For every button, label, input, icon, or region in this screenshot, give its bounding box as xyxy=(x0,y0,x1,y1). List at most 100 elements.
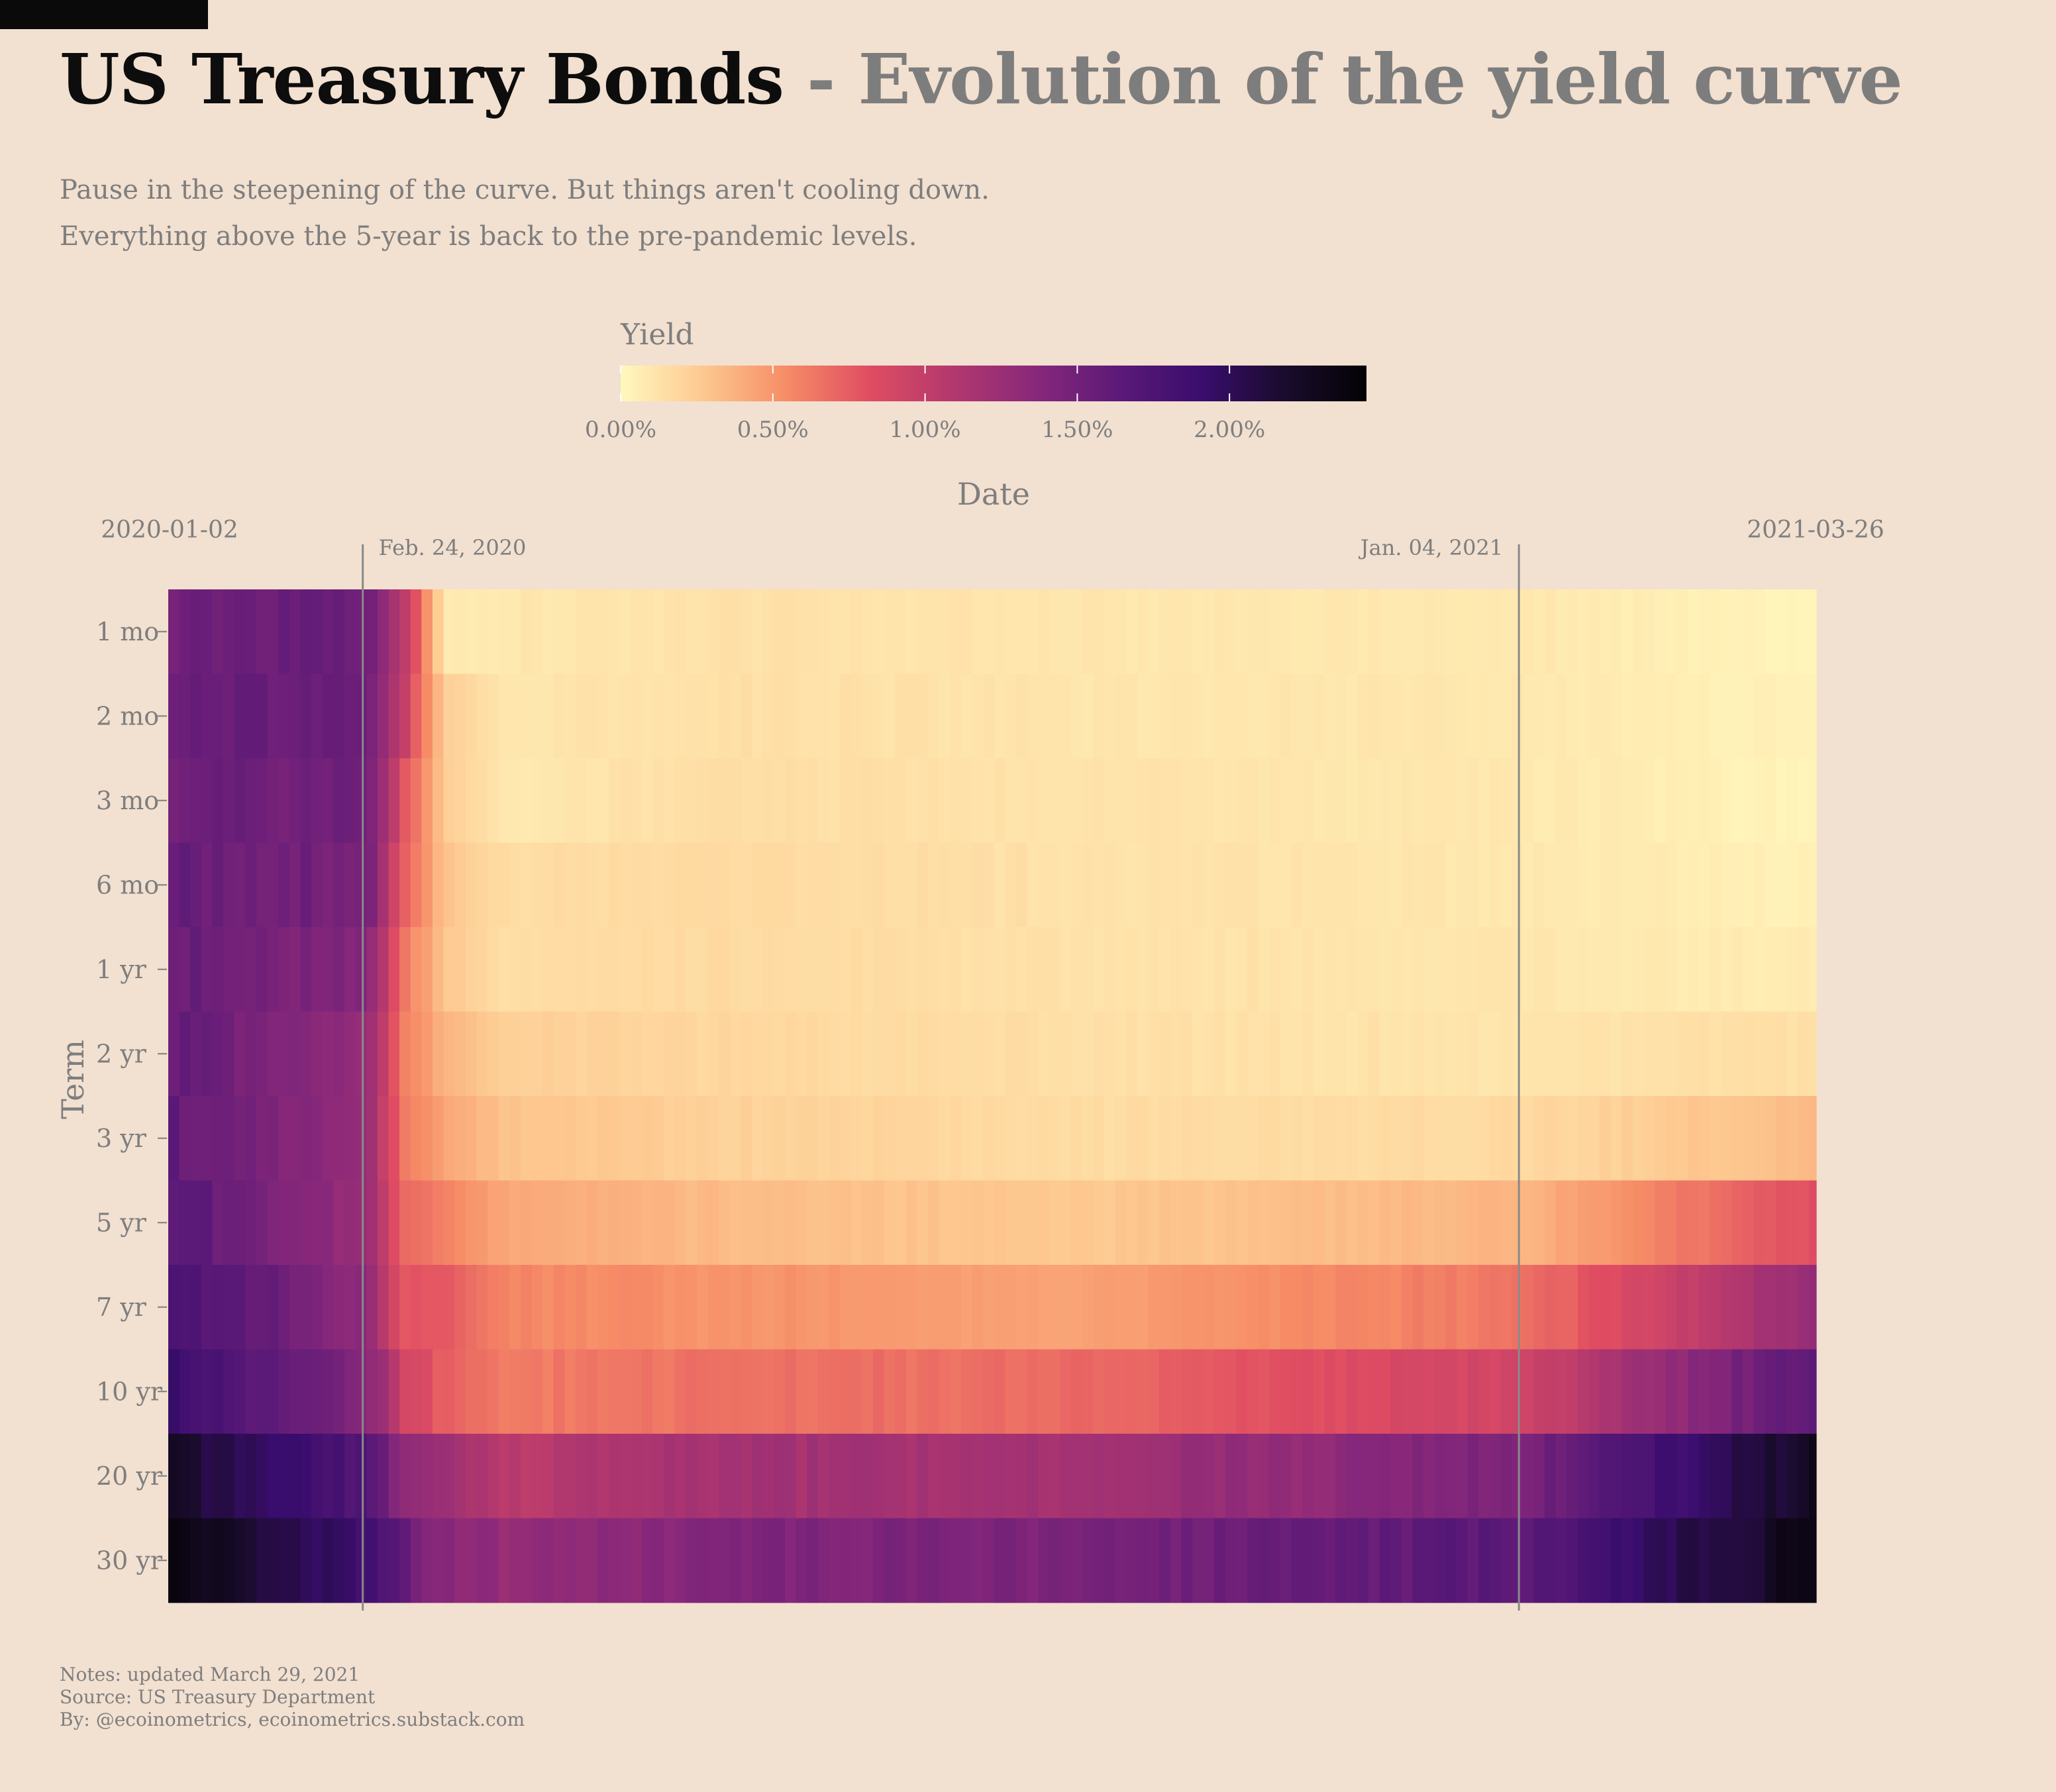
heatmap-cell xyxy=(872,673,885,759)
heatmap-cell xyxy=(300,1434,312,1518)
heatmap-cell xyxy=(443,589,455,674)
heatmap-cell xyxy=(586,1096,598,1181)
heatmap-cell xyxy=(1478,1349,1490,1434)
heatmap-cell xyxy=(1643,1011,1655,1097)
heatmap-cell xyxy=(212,1349,224,1434)
heatmap-cell xyxy=(1082,842,1094,928)
heatmap-cell xyxy=(994,1011,1005,1097)
heatmap-cell xyxy=(619,758,631,843)
heatmap-cell xyxy=(1445,1434,1457,1518)
heatmap-cell xyxy=(1390,842,1402,928)
heatmap-cell xyxy=(1038,1349,1050,1434)
heatmap-cell xyxy=(212,1518,224,1603)
heatmap-cell xyxy=(586,927,598,1012)
heatmap-cell xyxy=(1720,758,1733,843)
heatmap-cell xyxy=(1533,758,1545,843)
heatmap-cell xyxy=(1467,1096,1479,1181)
heatmap-cell xyxy=(817,1180,830,1266)
heatmap-cell xyxy=(201,927,213,1012)
heatmap-cell xyxy=(939,589,951,674)
heatmap-cell xyxy=(1665,1434,1678,1518)
heatmap-cell xyxy=(432,1265,444,1350)
heatmap-cell xyxy=(752,1011,764,1097)
heatmap-cell xyxy=(905,1349,917,1434)
heatmap-cell xyxy=(520,1518,533,1603)
heatmap-cell xyxy=(311,673,323,759)
heatmap-cell xyxy=(256,1180,268,1266)
heatmap-cell xyxy=(1390,1518,1402,1603)
heatmap-cell xyxy=(1170,1265,1182,1350)
heatmap-cell xyxy=(1368,1434,1380,1518)
chart-title: US Treasury Bonds - Evolution of the yie… xyxy=(60,38,1903,120)
heatmap-cell xyxy=(784,1096,797,1181)
y-tick-label: 5 yr xyxy=(96,1208,147,1237)
heatmap-cell xyxy=(1412,758,1424,843)
heatmap-cell xyxy=(1544,927,1557,1012)
heatmap-cell xyxy=(1192,927,1204,1012)
heatmap-cell xyxy=(553,1011,566,1097)
heatmap-cell xyxy=(1621,1349,1633,1434)
heatmap-cell xyxy=(1357,589,1369,674)
heatmap-cell xyxy=(1192,1349,1204,1434)
heatmap-cell xyxy=(399,1349,411,1434)
heatmap-cell xyxy=(366,673,378,759)
heatmap-cell xyxy=(960,1434,973,1518)
heatmap-cell xyxy=(267,589,279,674)
heatmap-cell xyxy=(1489,1265,1502,1350)
heatmap-cell xyxy=(1005,1434,1017,1518)
heatmap-cell xyxy=(1720,1011,1733,1097)
heatmap-cell xyxy=(1280,589,1292,674)
heatmap-cell xyxy=(1313,673,1325,759)
heatmap-cell xyxy=(917,1180,929,1266)
heatmap-cell xyxy=(1247,927,1259,1012)
heatmap-cell xyxy=(696,673,709,759)
heatmap-cell xyxy=(1027,1096,1039,1181)
heatmap-cell xyxy=(597,758,609,843)
heatmap-cell xyxy=(1655,1180,1667,1266)
heatmap-cell xyxy=(928,927,940,1012)
heatmap-cell xyxy=(564,1518,576,1603)
heatmap-cell xyxy=(1280,1434,1292,1518)
heatmap-cell xyxy=(1720,589,1733,674)
heatmap-cell xyxy=(1137,1096,1149,1181)
heatmap-cell xyxy=(1247,1180,1259,1266)
heatmap-cell xyxy=(1313,1349,1325,1434)
heatmap-cell xyxy=(245,1518,257,1603)
heatmap-cell xyxy=(1302,1265,1314,1350)
heatmap-cell xyxy=(498,927,510,1012)
annotation-label: Feb. 24, 2020 xyxy=(379,535,527,560)
heatmap-cell xyxy=(476,842,488,928)
heatmap-cell xyxy=(696,758,709,843)
title-sub: Evolution of the yield curve xyxy=(858,38,1903,120)
heatmap-cell xyxy=(1412,589,1424,674)
heatmap-cell xyxy=(1368,1265,1380,1350)
heatmap-cell xyxy=(443,1349,455,1434)
heatmap-cell xyxy=(1060,1349,1072,1434)
heatmap-cell xyxy=(168,1180,180,1266)
heatmap-cell xyxy=(509,589,521,674)
heatmap-cell xyxy=(1621,1265,1633,1350)
heatmap-cell xyxy=(597,1434,609,1518)
heatmap-cell xyxy=(1577,927,1590,1012)
heatmap-cell xyxy=(1512,1518,1523,1603)
heatmap-cell xyxy=(179,589,191,674)
heatmap-cell xyxy=(1577,842,1590,928)
heatmap-cell xyxy=(641,1434,654,1518)
heatmap-cell xyxy=(1071,1096,1083,1181)
heatmap-cell xyxy=(498,1265,510,1350)
heatmap-cell xyxy=(817,1434,830,1518)
heatmap-cell xyxy=(1324,1011,1336,1097)
heatmap-cell xyxy=(862,673,874,759)
heatmap-cell xyxy=(972,1180,984,1266)
heatmap-cell xyxy=(1269,842,1281,928)
heatmap-cell xyxy=(1710,1096,1722,1181)
heatmap-cell xyxy=(829,1434,841,1518)
heatmap-cell xyxy=(928,1434,940,1518)
heatmap-cell xyxy=(796,1265,807,1350)
heatmap-cell xyxy=(1467,758,1479,843)
heatmap-cell xyxy=(674,1180,686,1266)
heatmap-cell xyxy=(542,1518,554,1603)
heatmap-cell xyxy=(1203,1434,1215,1518)
heatmap-cell xyxy=(377,842,389,928)
heatmap-cell xyxy=(631,1011,642,1097)
